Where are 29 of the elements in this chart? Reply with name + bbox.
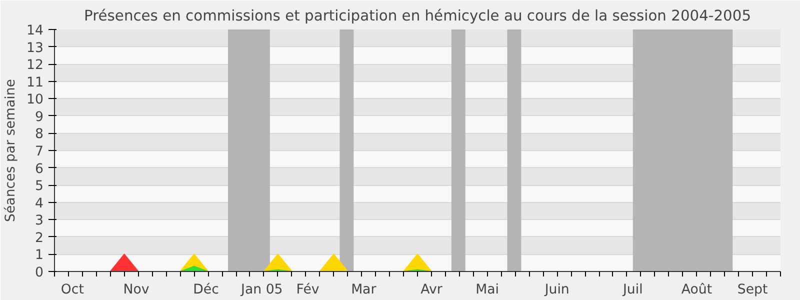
y-tick-label: 12 [26, 58, 44, 74]
y-tick-label: 13 [26, 40, 44, 56]
y-tick-label: 4 [35, 196, 44, 212]
y-tick-label: 8 [35, 127, 44, 142]
x-tick-label: Avr [420, 282, 443, 298]
x-tick-label: Fév [296, 282, 320, 298]
y-tick-label: 0 [35, 266, 44, 280]
y-tick-label: 3 [35, 214, 44, 229]
x-tick-label: Oct [60, 282, 84, 298]
y-tick-label: 7 [35, 144, 44, 160]
x-tick-label: Mai [476, 282, 499, 298]
x-tick-label: Mar [351, 282, 377, 298]
y-tick-label: 10 [26, 92, 44, 108]
x-tick-label: Jan 05 [240, 282, 283, 298]
y-axis-title: Séances par semaine [4, 79, 19, 222]
y-tick-label: 2 [35, 230, 44, 246]
y-tick-label: 6 [35, 162, 44, 177]
chart-title: Présences en commissions et participation en hémicycle au cours de la session 2004-2005 [84, 8, 752, 24]
x-tick-label: Juin [544, 282, 570, 298]
y-tick-label: 1 [35, 248, 44, 264]
x-tick-label: Déc [193, 282, 219, 298]
x-tick-label: Juil [622, 282, 643, 298]
x-tick-label: Nov [123, 282, 150, 298]
x-tick-label: Sept [737, 282, 768, 298]
y-tick-label: 9 [35, 110, 44, 125]
x-tick-label: Août [681, 282, 712, 298]
y-tick-label: 14 [26, 24, 44, 38]
y-tick-label: 11 [26, 75, 44, 90]
y-tick-label: 5 [35, 179, 44, 194]
